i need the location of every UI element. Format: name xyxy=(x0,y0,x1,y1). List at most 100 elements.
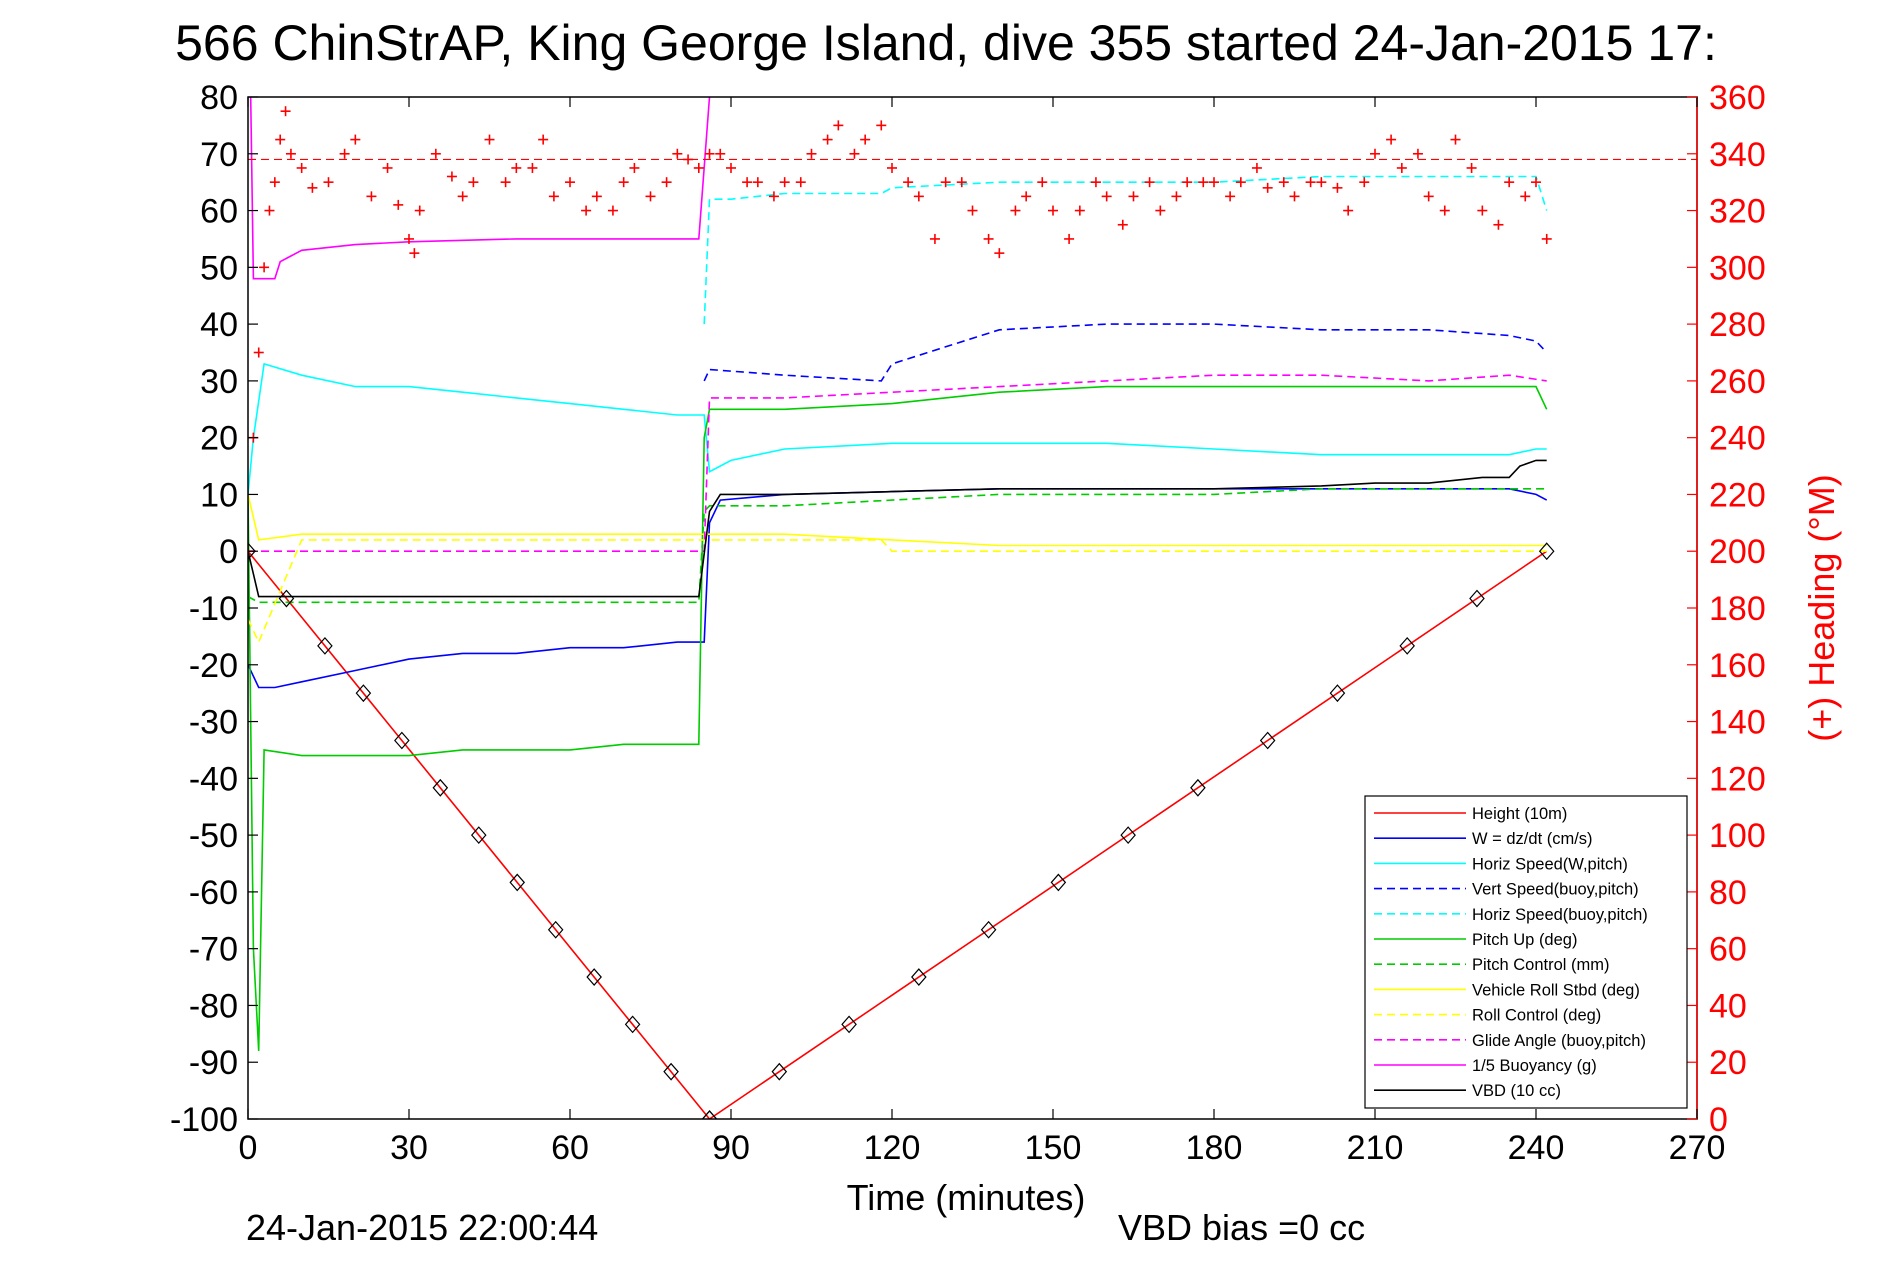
heading-marker xyxy=(565,177,575,188)
height-diamond-marker xyxy=(911,968,927,986)
height-diamond-marker xyxy=(1120,826,1136,845)
legend-label-8: Roll Control (deg) xyxy=(1472,1007,1601,1025)
heading-marker xyxy=(661,177,672,188)
legend-label-2: Horiz Speed(W,pitch) xyxy=(1472,855,1628,873)
heading-marker xyxy=(1010,205,1021,216)
x-tick-label: 120 xyxy=(864,1129,921,1167)
heading-marker xyxy=(1316,177,1327,188)
height-diamond-marker xyxy=(248,542,256,561)
heading-marker xyxy=(779,177,790,188)
y2-tick-label: 20 xyxy=(1709,1044,1747,1082)
heading-marker xyxy=(1359,177,1370,188)
y-tick-label: 40 xyxy=(200,306,238,344)
y-tick-label: -50 xyxy=(189,817,238,855)
y2-tick-label: 180 xyxy=(1709,590,1766,628)
legend-label-3: Vert Speed(buoy,pitch) xyxy=(1472,881,1639,899)
series-line-11 xyxy=(248,459,1547,598)
heading-marker xyxy=(366,191,377,202)
legend-label-1: W = dz/dt (cm/s) xyxy=(1472,830,1593,848)
y-axis-right: 3603403203002802602402202001801601401201… xyxy=(1687,79,1766,1139)
y2-tick-label: 140 xyxy=(1709,704,1766,742)
y-tick-label: -10 xyxy=(189,590,238,628)
series-line-7 xyxy=(248,494,1547,547)
heading-marker xyxy=(1235,177,1246,188)
heading-marker xyxy=(795,177,806,188)
y-tick-label: 20 xyxy=(200,420,238,458)
heading-marker xyxy=(994,248,1005,259)
legend-box xyxy=(1364,795,1688,1109)
heading-marker xyxy=(693,162,704,173)
height-diamond-marker xyxy=(841,1015,857,1034)
heading-marker xyxy=(1370,148,1380,159)
y2-tick-label: 360 xyxy=(1709,79,1766,117)
heading-marker xyxy=(264,205,275,216)
heading-marker xyxy=(629,162,640,173)
heading-marker xyxy=(1048,205,1058,216)
x-tick-label: 90 xyxy=(712,1129,750,1167)
height-diamond-marker xyxy=(509,873,526,892)
heading-marker xyxy=(1386,134,1397,145)
heading-marker xyxy=(1278,177,1289,188)
heading-marker xyxy=(1332,182,1343,193)
legend-label-4: Horiz Speed(buoy,pitch) xyxy=(1472,906,1648,924)
height-diamond-marker xyxy=(1190,778,1206,797)
heading-marker xyxy=(527,162,538,173)
heading-marker xyxy=(645,191,656,202)
y2-tick-label: 100 xyxy=(1709,817,1766,855)
x-tick-label: 150 xyxy=(1025,1129,1082,1167)
height-diamond-marker xyxy=(624,1015,641,1034)
heading-marker xyxy=(940,177,951,188)
heading-marker xyxy=(275,134,286,145)
y2-tick-label: 200 xyxy=(1709,533,1766,571)
legend-items: Height (10m) W = dz/dt (cm/s) Horiz Speed(… xyxy=(1374,805,1648,1100)
legend-label-7: Vehicle Roll Stbd (deg) xyxy=(1472,981,1640,999)
footer-vbd-bias: VBD bias =0 cc xyxy=(1118,1207,1365,1248)
heading-marker xyxy=(1520,191,1531,202)
heading-marker xyxy=(860,134,871,145)
heading-marker xyxy=(1541,233,1552,244)
series-line-8 xyxy=(248,539,1547,645)
y-tick-label: 0 xyxy=(219,533,238,571)
heading-marker xyxy=(548,191,559,202)
heading-marker xyxy=(726,162,736,173)
height-diamond-marker xyxy=(1538,542,1555,561)
y-tick-label: 60 xyxy=(200,193,238,231)
height-diamond-marker xyxy=(317,636,333,655)
y2-tick-label: 220 xyxy=(1709,476,1766,514)
height-diamond-marker xyxy=(432,778,449,797)
heading-marker xyxy=(581,205,592,216)
heading-marker xyxy=(404,233,414,244)
series-line-0 xyxy=(248,550,1548,1119)
heading-marker xyxy=(672,148,683,159)
heading-marker xyxy=(382,162,393,173)
heading-marker xyxy=(715,148,726,159)
heading-marker xyxy=(1343,205,1354,216)
heading-marker xyxy=(1128,191,1139,202)
footer-timestamp: 24-Jan-2015 22:00:44 xyxy=(246,1207,598,1248)
chart-title: 566 ChinStrAP, King George Island, dive … xyxy=(175,15,1717,71)
heading-marker xyxy=(833,120,844,131)
heading-marker xyxy=(704,148,715,159)
heading-marker xyxy=(1198,177,1209,188)
heading-marker xyxy=(806,148,817,159)
y2-tick-label: 80 xyxy=(1709,874,1747,912)
heading-marker xyxy=(1493,219,1504,230)
heading-marker xyxy=(591,191,602,202)
heading-marker xyxy=(849,148,860,159)
heading-marker xyxy=(1155,205,1166,216)
heading-marker xyxy=(1477,205,1488,216)
x-tick-label: 60 xyxy=(551,1129,589,1167)
legend-label-10: 1/5 Buoyancy (g) xyxy=(1472,1057,1597,1075)
y2-tick-label: 0 xyxy=(1709,1101,1728,1139)
height-diamond-marker xyxy=(547,920,564,939)
heading-marker xyxy=(1101,191,1112,202)
y-axis-left: 80 70 60 50 40 30 20 10 0 -10 -20 -30 -40 -50 -60 -70 -8… xyxy=(170,79,258,1139)
heading-marker xyxy=(1182,177,1193,188)
legend-label-6: Pitch Control (mm) xyxy=(1472,956,1610,974)
heading-marker xyxy=(1412,148,1423,159)
y-tick-label: 50 xyxy=(200,249,238,287)
height-diamond-marker xyxy=(701,1110,718,1119)
series-line-9 xyxy=(248,374,1547,553)
heading-marker xyxy=(280,106,291,117)
